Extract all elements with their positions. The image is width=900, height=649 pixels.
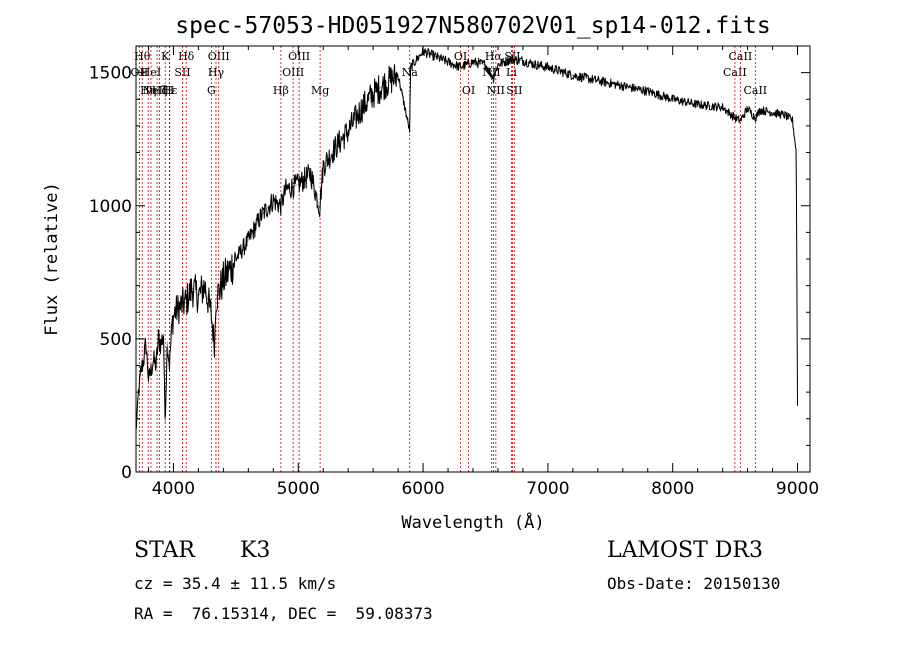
line-label-26: SII (506, 84, 522, 97)
x-tick-label-4: 8000 (651, 479, 694, 499)
spectrum-anchor-line (135, 50, 798, 433)
line-label-22: Hα (485, 50, 503, 63)
object-subclass: K3 (240, 538, 271, 563)
line-label-4: NeIII (143, 84, 172, 97)
line-label-13: OIII (208, 50, 230, 63)
line-label-8: Hε (162, 84, 178, 97)
line-label-17: Mg (311, 84, 329, 97)
line-label-11: G (207, 84, 216, 97)
line-label-5: Hζ (152, 84, 168, 97)
y-axis-label: Flux (relative) (42, 182, 62, 336)
line-label-14: Hβ (273, 84, 289, 97)
line-label-15: OIII (282, 66, 304, 79)
line-label-6: K (161, 50, 170, 63)
line-label-19: OI (454, 50, 467, 63)
line-label-27: CaII (723, 66, 747, 79)
x-tick-label-2: 6000 (401, 479, 444, 499)
spectrum-series-line (135, 47, 798, 431)
y-tick-label-3: 1500 (89, 64, 132, 84)
chart-title: spec-57053-HD051927N580702V01_sp14-012.f… (175, 13, 770, 39)
line-label-10: Hδ (178, 50, 195, 63)
line-label-18: Na (402, 66, 419, 79)
x-tick-label-1: 5000 (277, 479, 320, 499)
line-label-20: OI (462, 84, 475, 97)
line-label-9: SII (174, 66, 190, 79)
line-label-23: NII (487, 84, 505, 97)
x-tick-label-5: 9000 (776, 479, 819, 499)
line-label-28: CaII (729, 50, 753, 63)
y-tick-label-2: 1000 (89, 197, 132, 217)
line-label-12: Hγ (208, 66, 225, 79)
line-label-2: Hη (140, 84, 156, 97)
line-label-1: Hθ (134, 50, 151, 63)
obs-date-text: Obs-Date: 20150130 (607, 574, 781, 593)
y-tick-label-1: 500 (100, 330, 132, 350)
line-label-3: HeI (141, 66, 161, 79)
coordinates-text: RA = 76.15314, DEC = 59.08373 (134, 604, 433, 623)
x-axis-label: Wavelength (Å) (401, 511, 544, 533)
x-tick-label-0: 4000 (152, 479, 195, 499)
object-class: STAR (134, 538, 195, 563)
line-label-29: CaII (743, 84, 767, 97)
line-label-24: Li (506, 66, 517, 79)
y-tick-label-0: 0 (121, 463, 132, 483)
survey-label: LAMOST DR3 (607, 538, 763, 563)
redshift-text: cz = 35.4 ± 11.5 km/s (134, 574, 337, 593)
x-tick-label-3: 7000 (526, 479, 569, 499)
line-label-16: OIII (288, 50, 310, 63)
